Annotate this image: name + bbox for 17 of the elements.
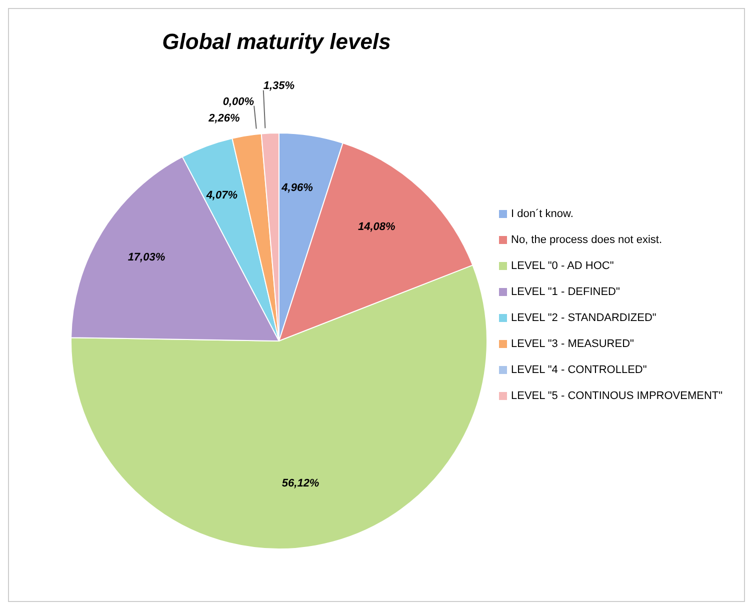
legend-label: LEVEL "4 - CONTROLLED"	[511, 364, 647, 376]
data-label: 14,08%	[358, 220, 396, 233]
legend-label: LEVEL "5 - CONTINOUS IMPROVEMENT"	[511, 390, 723, 402]
legend-label: LEVEL "1 - DEFINED"	[511, 286, 620, 298]
data-label: 17,03%	[128, 251, 166, 264]
legend-label: LEVEL "3 - MEASURED"	[511, 338, 634, 350]
data-label: 4,07%	[205, 190, 238, 202]
text: 0,00%	[222, 96, 254, 108]
data-label: 56,12%	[282, 477, 320, 490]
legend-label: I don´t know.	[511, 208, 574, 220]
chart-title: Global maturity levels	[161, 29, 392, 55]
legend-label: LEVEL "2 - STANDARDIZED"	[511, 312, 656, 324]
legend-label: No, the process does not exist.	[511, 234, 662, 246]
data-label: 1,35%	[263, 80, 295, 92]
data-label: 2,26%	[208, 112, 240, 125]
legend-label: LEVEL "0 - AD HOC"	[511, 260, 614, 272]
data-label: 4,96%	[280, 182, 314, 194]
